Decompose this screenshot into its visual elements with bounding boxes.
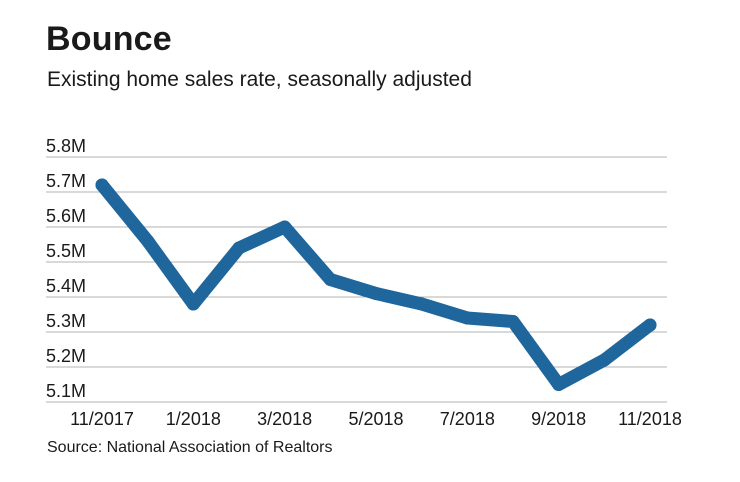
data-point xyxy=(141,234,155,248)
y-tick-label: 5.3M xyxy=(46,311,86,331)
data-point xyxy=(186,297,200,311)
data-point xyxy=(323,273,337,286)
chart-title: Bounce xyxy=(46,20,172,58)
gridlines xyxy=(46,156,667,403)
data-point xyxy=(369,287,383,300)
x-tick-label: 7/2018 xyxy=(440,409,495,429)
x-tick-label: 11/2017 xyxy=(70,409,134,429)
source-note: Source: National Association of Realtors xyxy=(47,439,333,456)
data-point xyxy=(506,315,520,328)
x-axis-tick-labels: 11/2017 1/2018 3/2018 5/2018 7/2018 9/2018 11/… xyxy=(70,409,682,429)
y-tick-label: 5.2M xyxy=(46,346,86,366)
y-tick-label: 5.7M xyxy=(46,171,86,191)
data-point xyxy=(643,318,657,332)
data-point xyxy=(95,178,109,192)
y-tick-label: 5.4M xyxy=(46,276,86,296)
x-tick-label: 9/2018 xyxy=(531,409,586,429)
data-point xyxy=(232,241,246,255)
chart-subtitle: Existing home sales rate, seasonally adj… xyxy=(47,68,472,91)
y-tick-label: 5.8M xyxy=(46,136,86,156)
y-tick-label: 5.5M xyxy=(46,241,86,261)
x-tick-label: 11/2018 xyxy=(618,409,682,429)
data-point xyxy=(278,220,292,234)
y-axis-tick-labels: 5.8M 5.7M 5.6M 5.5M 5.4M 5.3M 5.2M 5.1M xyxy=(46,136,86,401)
data-point xyxy=(552,378,566,391)
series-layer xyxy=(95,178,657,391)
y-tick-label: 5.1M xyxy=(46,381,86,401)
y-tick-label: 5.6M xyxy=(46,206,86,226)
data-point xyxy=(597,353,611,367)
x-tick-label: 3/2018 xyxy=(257,409,312,429)
series-line xyxy=(95,178,657,391)
data-point xyxy=(460,311,474,325)
x-tick-label: 5/2018 xyxy=(348,409,403,429)
x-tick-label: 1/2018 xyxy=(166,409,221,429)
data-point xyxy=(415,297,429,311)
